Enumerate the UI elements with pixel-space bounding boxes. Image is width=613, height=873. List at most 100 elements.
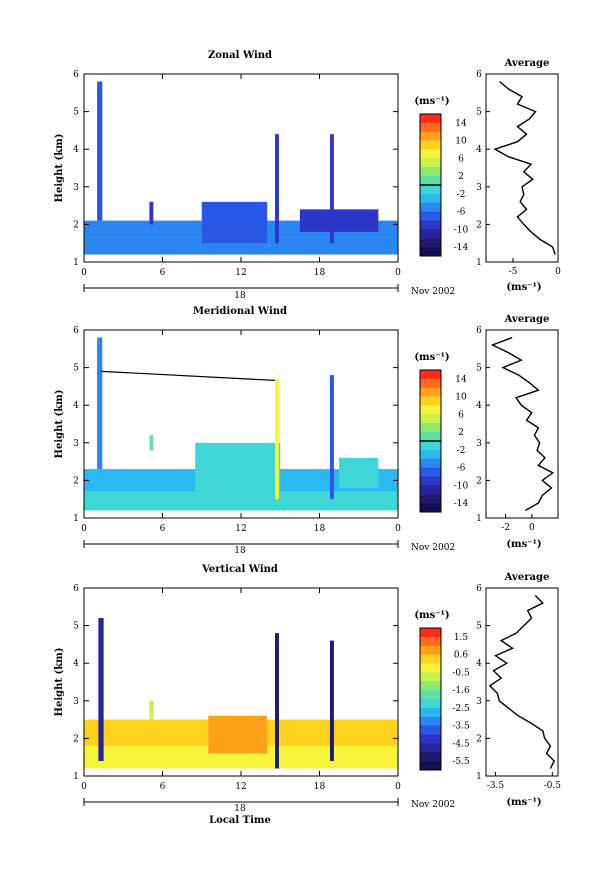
avg-y-tick-label: 4 [476,145,482,155]
colorbar-swatch [420,387,441,398]
x-tick-label: 6 [160,268,166,278]
y-tick-label: 1 [73,258,79,268]
y-tick-label: 3 [73,439,79,449]
colorbar-label: -6 [457,208,466,218]
avg-x-tick-label: 0 [555,267,561,277]
colorbar-swatch [420,467,441,477]
day-label: 18 [234,804,246,814]
x-tick-label: 12 [235,524,246,534]
colorbar-swatch [420,645,441,656]
colorbar-swatch [420,211,441,221]
avg-y-tick-label: 5 [476,108,482,118]
avg-y-tick-label: 2 [476,734,482,744]
colorbar-swatch [420,140,441,150]
x-tick-label: 6 [160,524,166,534]
colorbar-swatch [420,681,441,691]
colorbar-label: -6 [457,464,466,474]
colorbar-swatch [420,716,441,727]
colorbar-swatch [420,725,441,735]
colorbar-label: -2.5 [452,704,470,714]
colorbar-swatch [420,405,441,415]
colorbar-label: 1.5 [454,633,469,643]
heatmap-cell [195,442,281,496]
heatmap-cell [149,700,154,720]
average-frame [485,329,559,519]
colorbar-swatch [420,654,441,664]
avg-y-tick-label: 5 [476,364,482,374]
colorbar-label: 6 [458,410,464,420]
heatmap-cell [329,134,334,244]
y-tick-label: 3 [73,697,79,707]
heatmap-cell [98,618,104,761]
avg-y-tick-label: 3 [476,697,482,707]
heatmap-cell [149,201,154,225]
heatmap-cell [201,201,268,244]
heatmap-cell [329,375,334,500]
colorbar-swatch [420,449,441,460]
colorbar-swatch [420,663,441,673]
date-label: Nov 2002 [411,800,455,810]
colorbar-label: -5.5 [452,757,470,767]
colorbar-frame [419,627,442,771]
colorbar-swatch [420,122,441,133]
x-tick-label: 12 [235,268,246,278]
panel-title: Vertical Wind [201,564,278,575]
avg-y-tick-label: 1 [476,514,482,524]
x-axis-label: Local Time [209,815,271,826]
x-tick-label: 0 [395,524,401,534]
x-tick-label: 18 [314,268,326,278]
average-profile-line [493,80,556,255]
colorbar-swatch [420,378,441,389]
avg-y-tick-label: 6 [476,70,482,80]
colorbar-swatch [420,370,441,380]
colorbar-label: -4.5 [452,739,470,749]
y-tick-label: 6 [73,326,79,336]
colorbar-unit-label: (ms⁻¹) [414,96,449,107]
colorbar-swatch [420,485,441,495]
colorbar-label: -14 [454,499,469,509]
day-label: 18 [234,291,246,301]
avg-y-tick-label: 4 [476,401,482,411]
average-profile-line [488,595,556,769]
heatmap-cell [97,337,103,470]
colorbar-swatch [420,628,441,638]
colorbar-swatch [420,149,441,159]
colorbar-swatch [420,699,441,709]
colorbar-label: 6 [458,154,464,164]
panel-vertical: Vertical Wind Height (km) (ms⁻¹) Average… [54,564,549,826]
x-tick-label: 18 [314,782,326,792]
colorbar-label: 10 [455,137,467,147]
panel-meridional: Meridional Wind Height (km) (ms⁻¹) Avera… [54,306,549,556]
average-frame [485,73,559,263]
y-tick-label: 6 [73,584,79,594]
colorbar-label: 14 [455,375,467,385]
y-tick-label: 1 [73,772,79,782]
colorbar-label: -10 [454,481,469,491]
y-tick-label: 4 [73,145,79,155]
avg-y-tick-label: 1 [476,258,482,268]
panel-zonal: Zonal Wind Height (km) (ms⁻¹) Average (m… [54,50,549,301]
y-tick-label: 4 [73,401,79,411]
colorbar-label: 0.6 [454,651,469,661]
colorbar-label: -2 [457,190,466,200]
heatmap-cell [84,491,398,511]
heatmap-cell [84,237,398,255]
panel-title: Meridional Wind [193,306,287,317]
x-tick-label: 6 [160,782,166,792]
colorbar-unit-label: (ms⁻¹) [414,352,449,363]
heatmap-cell [339,457,379,488]
y-tick-label: 6 [73,70,79,80]
x-tick-label: 0 [81,268,87,278]
colorbar-swatch [420,743,441,753]
colorbar-swatch [420,458,441,469]
heatmap-cell [275,134,279,244]
date-label: Nov 2002 [411,287,455,297]
average-title: Average [504,314,550,325]
avg-y-tick-label: 5 [476,622,482,632]
colorbar-label: -1.6 [452,686,470,696]
trend-line [100,370,276,381]
y-axis-label: Height (km) [54,390,65,459]
colorbar-label: 2 [458,172,464,182]
